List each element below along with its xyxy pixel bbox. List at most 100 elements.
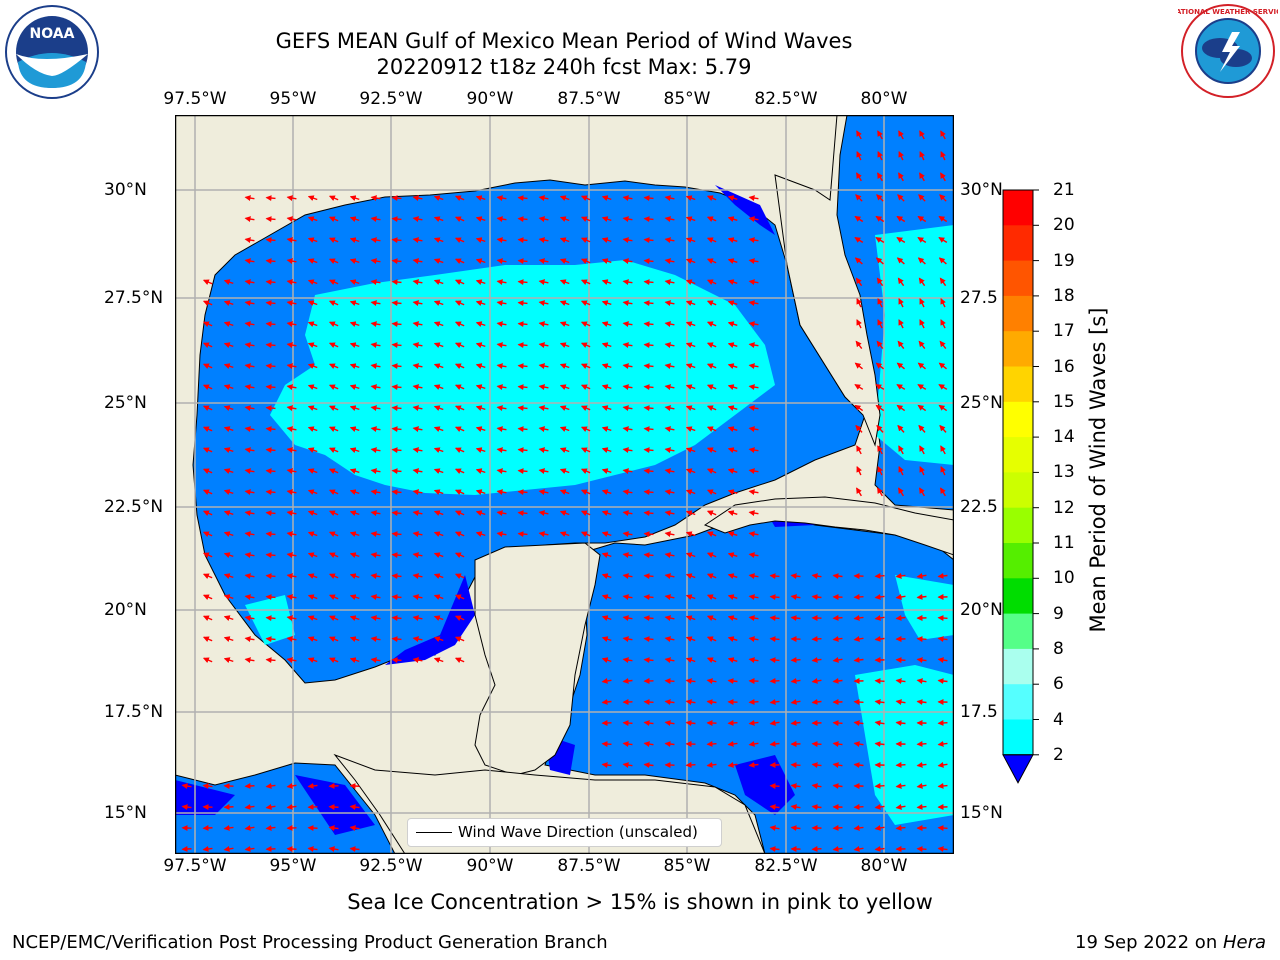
legend-label: Wind Wave Direction (unscaled) xyxy=(458,823,698,841)
wave-direction-arrow xyxy=(517,510,528,517)
wave-direction-arrow xyxy=(853,635,864,642)
wave-direction-arrow xyxy=(622,636,633,643)
wave-direction-arrow xyxy=(412,510,423,517)
wave-direction-arrow xyxy=(286,300,297,307)
wave-direction-arrow xyxy=(727,447,738,454)
wave-direction-arrow xyxy=(727,594,738,601)
wave-direction-arrow xyxy=(622,384,633,391)
wave-direction-arrow xyxy=(307,384,318,390)
wave-direction-arrow xyxy=(898,151,904,161)
wave-direction-arrow xyxy=(223,279,234,286)
wave-direction-arrow xyxy=(580,279,591,285)
wave-direction-arrow xyxy=(876,340,884,349)
wave-direction-arrow xyxy=(896,237,906,243)
wave-direction-arrow xyxy=(328,342,339,348)
wave-direction-arrow xyxy=(855,194,863,202)
wave-direction-arrow xyxy=(517,489,528,496)
wave-direction-arrow xyxy=(919,487,925,497)
wave-direction-arrow xyxy=(454,237,465,243)
wave-direction-arrow xyxy=(538,216,549,223)
wave-direction-arrow xyxy=(917,237,927,243)
wave-direction-arrow xyxy=(328,237,339,243)
wave-direction-arrow xyxy=(580,363,591,369)
wave-direction-arrow xyxy=(855,340,863,349)
wave-direction-arrow xyxy=(433,300,444,306)
wave-direction-arrow xyxy=(391,258,402,265)
wave-direction-arrow xyxy=(937,636,948,643)
wave-direction-arrow xyxy=(307,489,318,495)
wave-direction-arrow xyxy=(286,489,297,496)
wave-direction-arrow xyxy=(897,194,905,202)
wave-direction-arrow xyxy=(265,447,276,454)
wave-direction-arrow xyxy=(748,468,759,475)
wave-direction-arrow xyxy=(601,741,612,748)
lon-tick-bottom: 85°W xyxy=(663,856,711,876)
wave-direction-arrow xyxy=(898,319,904,329)
wave-direction-arrow xyxy=(349,594,360,601)
wave-direction-arrow xyxy=(748,594,759,601)
wave-direction-arrow xyxy=(538,468,549,475)
wave-direction-arrow xyxy=(875,215,885,223)
wave-direction-arrow xyxy=(202,783,213,790)
colorbar-tick-label: 8 xyxy=(1053,638,1064,659)
wave-direction-arrow xyxy=(854,237,864,243)
wave-direction-arrow xyxy=(706,615,717,621)
wave-direction-arrow xyxy=(622,657,633,664)
wave-direction-arrow xyxy=(538,405,549,412)
wave-direction-arrow xyxy=(286,426,297,433)
wave-direction-arrow xyxy=(475,447,486,454)
lat-tick-left: 22.5°N xyxy=(104,497,164,517)
wave-direction-arrow xyxy=(202,279,213,285)
wave-direction-arrow xyxy=(391,279,402,286)
wave-direction-arrow xyxy=(496,363,507,370)
lat-tick-left: 30°N xyxy=(104,180,147,200)
wave-direction-arrow xyxy=(433,594,444,600)
wave-direction-arrow xyxy=(286,321,297,328)
wave-direction-arrow xyxy=(580,531,591,537)
wave-direction-arrow xyxy=(643,762,654,769)
wave-direction-arrow xyxy=(433,510,444,516)
lon-tick-top: 80°W xyxy=(860,89,908,109)
wave-direction-arrow xyxy=(916,782,927,789)
wave-direction-arrow xyxy=(727,405,738,412)
wave-direction-arrow xyxy=(475,363,486,370)
wave-direction-arrow xyxy=(622,615,633,622)
wave-direction-arrow xyxy=(895,720,906,727)
wave-direction-arrow xyxy=(391,342,402,349)
colorbar-label: Mean Period of Wind Waves [s] xyxy=(1086,307,1110,633)
wave-direction-arrow xyxy=(877,298,883,308)
wave-direction-arrow xyxy=(727,573,738,580)
wave-direction-arrow xyxy=(895,782,906,789)
wave-direction-arrow xyxy=(202,845,213,852)
wave-direction-arrow xyxy=(748,719,759,726)
wave-direction-arrow xyxy=(244,468,255,475)
wave-direction-arrow xyxy=(706,573,717,579)
wave-direction-arrow xyxy=(307,195,318,201)
wave-direction-arrow xyxy=(622,342,633,349)
colorbar-tick-label: 10 xyxy=(1053,568,1075,589)
wave-direction-arrow xyxy=(601,468,612,475)
wave-direction-arrow xyxy=(244,657,255,664)
wave-direction-arrow xyxy=(202,594,213,600)
wave-direction-arrow xyxy=(601,300,612,307)
wave-direction-arrow xyxy=(349,615,360,622)
wave-direction-arrow xyxy=(286,258,297,265)
wave-direction-arrow xyxy=(876,424,884,433)
wave-direction-arrow xyxy=(876,277,884,287)
wave-direction-arrow xyxy=(601,698,612,705)
wave-direction-arrow xyxy=(202,468,213,474)
wave-direction-arrow xyxy=(328,552,339,558)
wave-direction-arrow xyxy=(853,741,864,748)
wave-direction-arrow xyxy=(769,740,780,747)
wave-direction-arrow xyxy=(919,130,925,140)
wave-direction-arrow xyxy=(790,719,801,726)
wave-direction-arrow xyxy=(307,531,318,537)
wave-direction-arrow xyxy=(349,384,360,391)
wave-direction-arrow xyxy=(940,130,946,140)
wave-direction-arrow xyxy=(202,531,213,537)
wave-direction-arrow xyxy=(328,804,339,811)
wave-direction-arrow xyxy=(307,615,318,621)
wave-direction-arrow xyxy=(811,845,822,852)
wave-direction-arrow xyxy=(412,615,423,622)
wave-direction-arrow xyxy=(897,277,905,287)
